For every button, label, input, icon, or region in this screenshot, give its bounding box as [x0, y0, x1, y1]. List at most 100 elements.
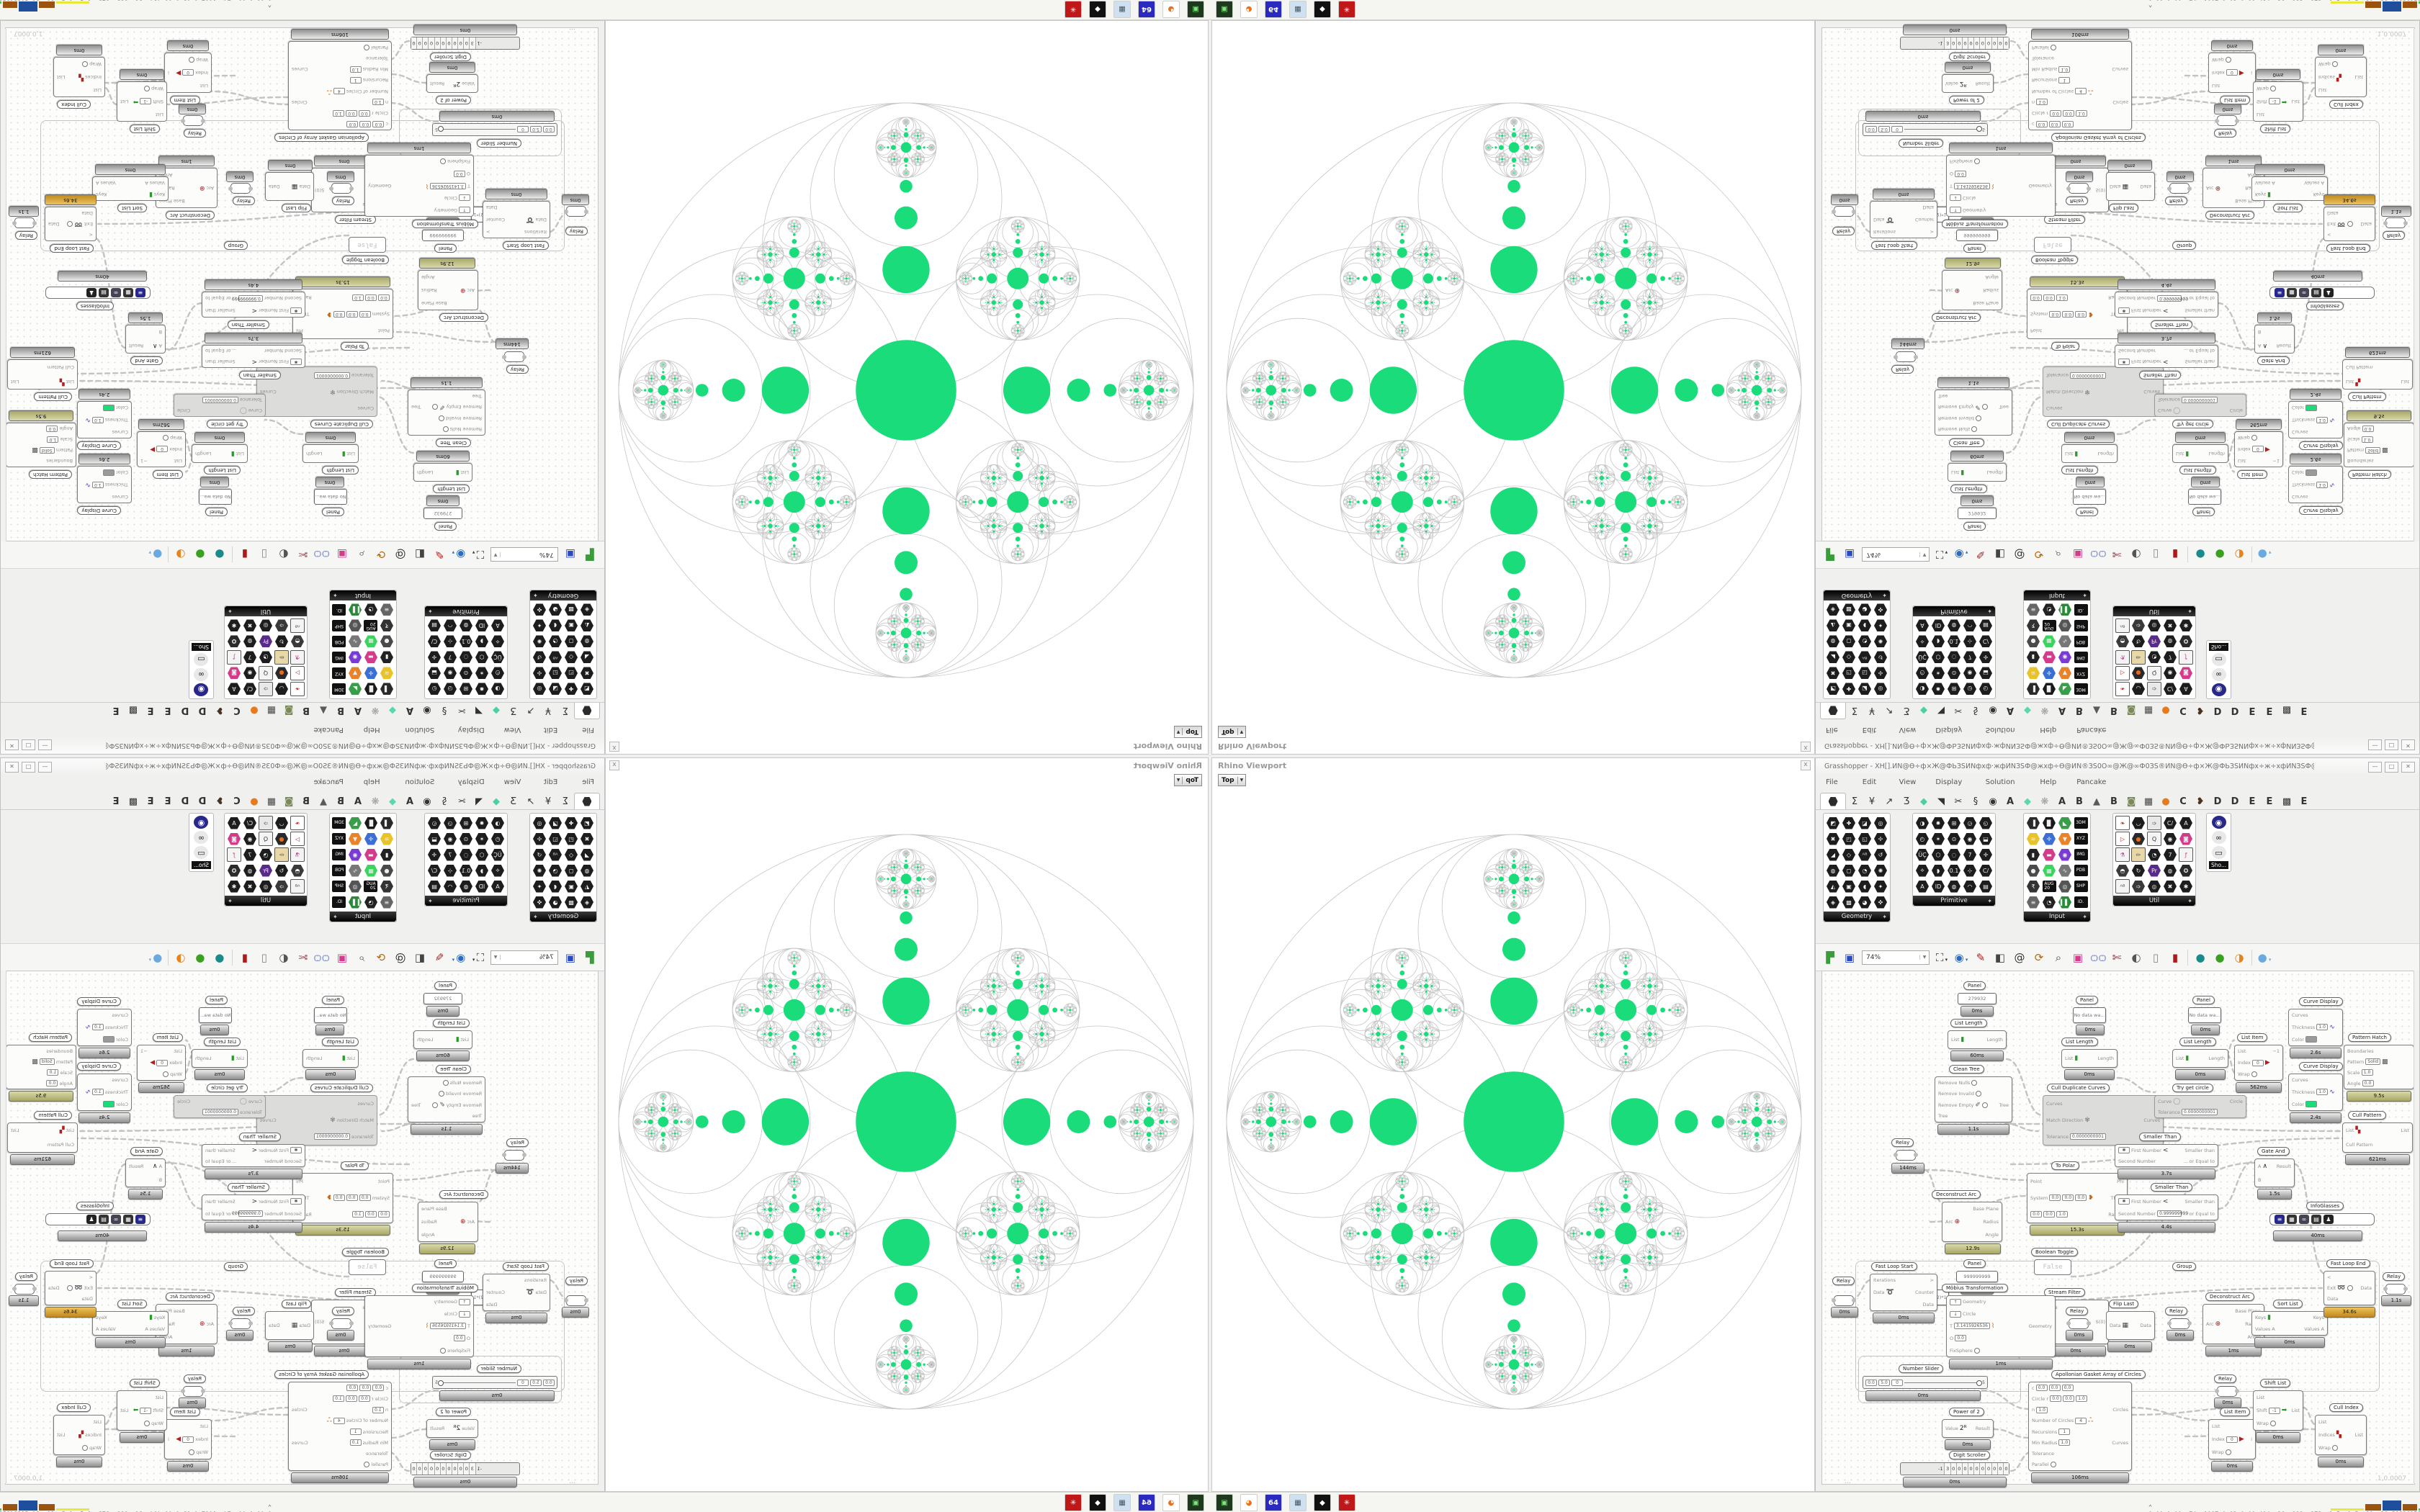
node-label-group[interactable]: Group [2172, 241, 2197, 250]
node-label-boolean-toggle[interactable]: Boolean Toggle [341, 256, 389, 264]
cylinder-icon[interactable]: ▯ [2152, 950, 2159, 964]
component-icon[interactable]: ᴬᴮ [548, 650, 563, 665]
pin-green-icon[interactable]: ● [2215, 548, 2225, 562]
component-icon[interactable]: ✺ [532, 634, 547, 649]
minimize-button[interactable]: — [38, 739, 52, 750]
node-label-cull-index[interactable]: Cull Index [57, 1403, 91, 1412]
component-icon[interactable]: ➩ [274, 618, 289, 633]
component-icon[interactable]: ◓ [2115, 863, 2130, 878]
ball-blue-icon[interactable]: ● ▾ [2257, 548, 2272, 562]
node-label-curve-display[interactable]: Curve Display [2299, 997, 2343, 1006]
flyout-component-icon[interactable]: ▭ [2211, 846, 2226, 859]
node-label-sort-list[interactable]: Sort List [117, 1300, 147, 1308]
pin-green-icon[interactable]: ● [195, 950, 205, 964]
gh-component[interactable]: ✱ First Number < Smaller than Second Number.… [202, 1144, 305, 1167]
palette-expand-icon[interactable]: ✦ [2082, 592, 2087, 599]
gh-component[interactable]: List Shift -1 ➡ List Wrap [2253, 1390, 2303, 1431]
component-icon[interactable]: ▼ [348, 666, 362, 680]
relay-node[interactable] [1896, 351, 1916, 362]
tab-plugin-e1[interactable]: E [164, 796, 171, 807]
canvas-scrollbar[interactable] [1, 971, 6, 1483]
component-icon[interactable]: ✛ [1978, 650, 1993, 665]
component-icon[interactable]: ≋ [2026, 666, 2040, 680]
gh-component[interactable]: Data ▦ Data [265, 1311, 314, 1340]
component-icon[interactable]: ◇ [564, 847, 578, 862]
node-label-list-length[interactable]: List Length [322, 466, 359, 474]
node-label-panel[interactable]: Panel [434, 1259, 457, 1268]
gh-component[interactable]: Curves Thickness 1.0 ∿ Color [2288, 1074, 2343, 1111]
mail-icon[interactable]: @ [2014, 548, 2025, 562]
component-icon[interactable]: ◍ [1947, 618, 1961, 633]
component-icon[interactable]: ◣ [348, 816, 362, 830]
gh-canvas[interactable]: Panel 279932 0ms List Length List ▮ Length 60ms… [5, 971, 599, 1488]
component-icon[interactable]: ◡ [274, 816, 289, 830]
node-label-apollonian-gasket-array-of-circles[interactable]: Apollonian Gasket Array of Circles [2051, 133, 2146, 142]
component-icon[interactable]: ◉ [243, 666, 257, 680]
gh-panel-node[interactable]: No data wa... [314, 1007, 347, 1023]
component-icon[interactable]: ◵ [427, 816, 442, 830]
component-icon[interactable]: ₹ [380, 618, 394, 633]
tab-mesh[interactable]: ◥ [1937, 796, 1945, 807]
component-icon[interactable]: ◰ [564, 666, 578, 680]
component-icon[interactable]: ▐ [2026, 816, 2040, 830]
component-icon[interactable]: ƒ [227, 847, 241, 862]
component-icon[interactable]: XYZ [332, 832, 346, 846]
node-label-power-of-2[interactable]: Power of 2 [1949, 96, 1984, 104]
flyout-component-icon[interactable]: ◉ [194, 683, 209, 696]
tab-plugin-d2[interactable]: D [2231, 705, 2239, 716]
taskbar-red-gear-icon[interactable]: ✳ [1338, 1494, 1355, 1511]
component-icon[interactable]: ▼ [2058, 666, 2072, 680]
node-label-cull-index[interactable]: Cull Index [2329, 1403, 2363, 1412]
gh-component[interactable]: PointPhiSystem0.00.00.0❥Theta0.00.01.0Ra… [292, 1173, 393, 1223]
node-label-gate-and[interactable]: Gate And [2257, 356, 2290, 365]
component-icon[interactable]: ◢ [580, 650, 594, 665]
component-icon[interactable]: ▬ [364, 847, 378, 862]
close-icon[interactable]: x [609, 742, 619, 752]
component-icon[interactable]: ◢ [580, 847, 594, 862]
component-icon[interactable]: ▦ [364, 634, 378, 649]
component-icon[interactable]: ◔ [2042, 603, 2056, 617]
flyout-component-icon[interactable]: ◉ [2211, 683, 2226, 696]
component-icon[interactable]: ◡ [274, 682, 289, 696]
component-icon[interactable]: ◎ [1873, 682, 1888, 696]
palette-label-input[interactable]: Input ✦ [330, 912, 396, 922]
component-icon[interactable]: ƒ [227, 650, 241, 665]
node-label-digit-scroller[interactable]: Digit Scroller [429, 53, 471, 61]
gh-component[interactable]: A ∧ Result B [125, 325, 166, 354]
node-label-list-length[interactable]: List Length [1950, 485, 1987, 493]
node-label-relay[interactable]: Relay [565, 1277, 588, 1285]
node-label-cull-pattern[interactable]: Cull Pattern [2348, 392, 2386, 401]
package-icon[interactable]: ▣ [2072, 950, 2084, 964]
relay-node[interactable] [230, 183, 251, 194]
node-label-gate-and[interactable]: Gate And [130, 356, 163, 365]
component-icon[interactable]: ◈ [580, 603, 594, 617]
tab-maths[interactable]: Σ [562, 705, 569, 716]
tab-transform[interactable]: § [442, 796, 447, 807]
cross-wires-icon[interactable]: ✄ [298, 950, 308, 964]
component-icon[interactable]: ❧ [2115, 816, 2130, 830]
component-icon[interactable]: ✹ [475, 816, 489, 830]
node-label-list-item[interactable]: List Item [169, 1408, 200, 1416]
component-icon[interactable]: ▼ [2058, 832, 2072, 846]
component-icon[interactable]: ✖ [580, 832, 594, 846]
component-icon[interactable]: ◔ [364, 895, 378, 909]
node-label-cull-duplicate-curves[interactable]: Cull Duplicate Curves [2047, 420, 2110, 428]
menu-help[interactable]: Help [2040, 778, 2057, 786]
node-label-flip-last[interactable]: Flip Last [281, 1300, 311, 1308]
component-icon[interactable]: ◕ [1857, 603, 1872, 617]
node-label-list-length[interactable]: List Length [322, 1038, 359, 1046]
component-icon[interactable]: ◶ [443, 682, 457, 696]
gh-canvas[interactable]: Panel 279932 0ms List Length List ▮ Length 60ms… [1821, 971, 2415, 1488]
node-label-try-get-circle[interactable]: Try get circle [207, 420, 248, 428]
component-icon[interactable]: ◍ [1826, 634, 1840, 649]
cylinder-red-icon[interactable]: ▮ [2172, 548, 2179, 562]
component-icon[interactable]: ✶ [475, 832, 489, 846]
component-icon[interactable]: ◻ [1842, 634, 1856, 649]
menu-display[interactable]: Display [457, 726, 485, 734]
gh-component[interactable]: ✱ First Number < Smaller than Second Number 0… [2115, 1194, 2218, 1220]
component-icon[interactable]: ▐ [380, 682, 394, 696]
component-icon[interactable]: ◌ [459, 650, 473, 665]
component-icon[interactable]: XYZ [2074, 832, 2088, 846]
gh-component[interactable]: List ▮ Length [2061, 1049, 2118, 1068]
